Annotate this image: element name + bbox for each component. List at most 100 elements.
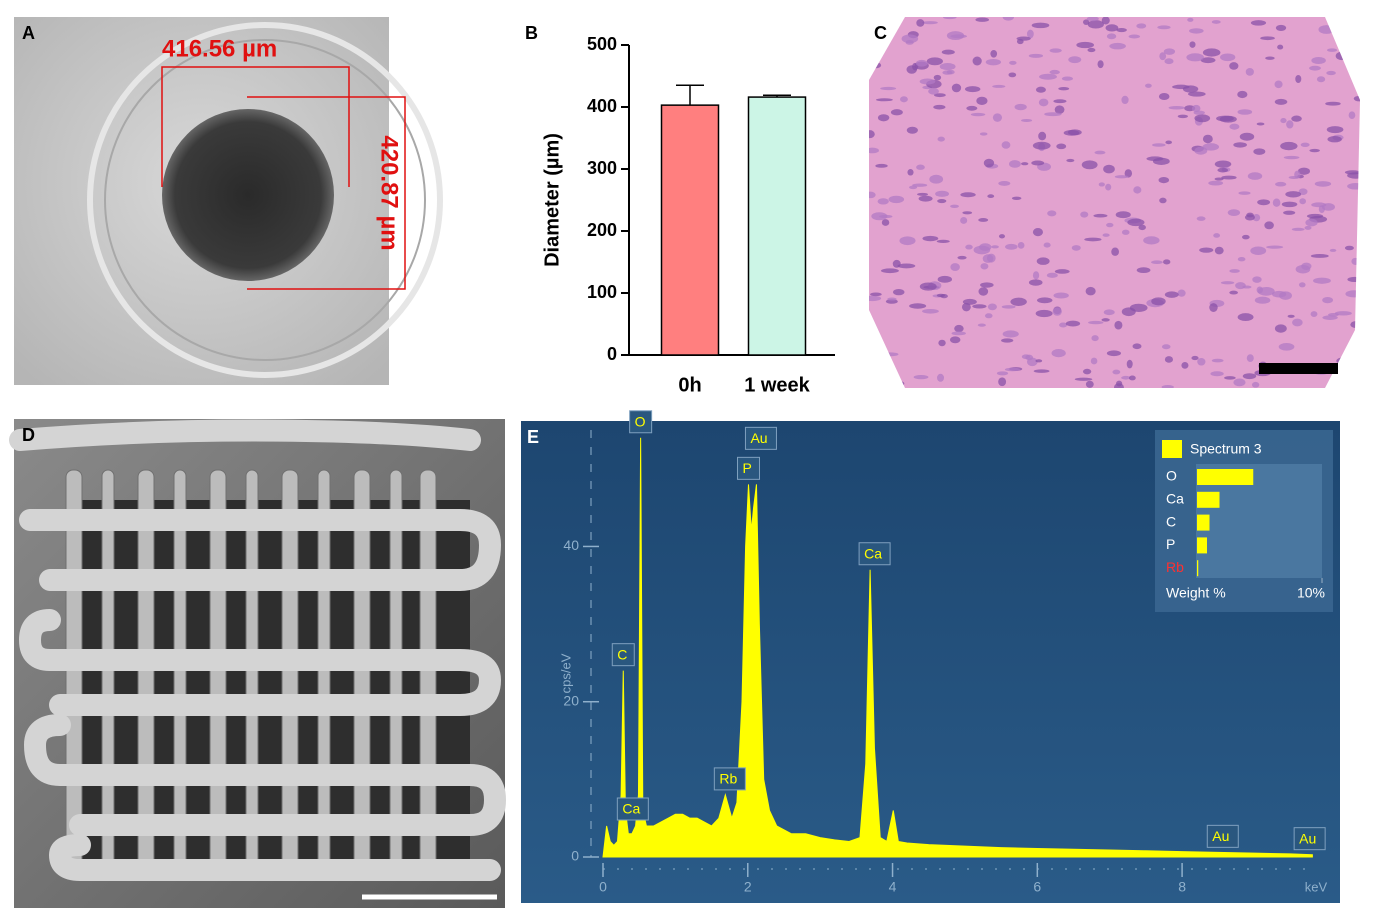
nucleus — [1247, 172, 1263, 180]
nucleus — [1150, 260, 1163, 264]
nucleus — [1280, 141, 1298, 151]
nucleus — [1004, 367, 1020, 372]
panel-label: A — [22, 23, 35, 43]
nucleus — [950, 34, 968, 39]
nucleus — [998, 180, 1011, 186]
height-label: 420.87 µm — [376, 135, 403, 250]
panel-label: C — [874, 23, 887, 43]
nucleus — [1237, 257, 1246, 262]
nucleus — [916, 19, 925, 27]
nucleus — [1074, 377, 1093, 381]
nucleus — [871, 62, 882, 69]
nucleus — [1295, 74, 1302, 84]
nucleus — [933, 74, 942, 81]
scale-label: 50 µm — [448, 359, 476, 370]
nucleus — [990, 49, 998, 58]
y-tick-label: 20 — [563, 692, 579, 708]
nucleus — [1306, 213, 1324, 219]
nucleus — [1163, 259, 1171, 265]
nucleus — [1309, 65, 1321, 71]
nucleus — [980, 263, 989, 270]
nucleus — [892, 259, 901, 268]
nucleus — [1127, 218, 1145, 227]
nucleus — [1256, 122, 1265, 126]
legend-title: Spectrum 3 — [1190, 441, 1262, 457]
nucleus — [1053, 292, 1069, 299]
peak-box — [858, 542, 891, 566]
nucleus — [982, 254, 994, 263]
nucleus — [1164, 356, 1173, 363]
nucleus — [1181, 362, 1189, 369]
nucleus — [887, 297, 897, 301]
nucleus — [1214, 177, 1224, 181]
nucleus — [937, 136, 945, 142]
nucleus — [1087, 20, 1104, 29]
nucleus — [1275, 181, 1287, 187]
nucleus — [964, 86, 981, 93]
peak-label: C — [617, 646, 627, 662]
nucleus — [919, 282, 937, 291]
nucleus — [1111, 247, 1120, 256]
nucleus — [1252, 276, 1262, 283]
nucleus — [936, 293, 946, 298]
nucleus — [1101, 17, 1110, 25]
nucleus — [987, 303, 997, 311]
nucleus — [1036, 257, 1050, 265]
nucleus — [1152, 143, 1166, 147]
nucleus — [1214, 246, 1224, 255]
nucleus — [899, 236, 916, 246]
nucleus — [1071, 245, 1081, 251]
nucleus — [960, 217, 968, 224]
nucleus — [1343, 26, 1360, 35]
nucleus — [985, 59, 1002, 66]
nucleus — [1250, 246, 1267, 255]
nucleus — [1065, 320, 1081, 327]
nucleus — [1347, 183, 1360, 190]
nucleus — [1334, 311, 1352, 316]
nucleus — [1038, 131, 1047, 141]
nucleus — [1348, 111, 1356, 120]
nucleus — [1347, 276, 1360, 283]
nucleus — [1061, 76, 1074, 81]
inset-axis-label: Weight % — [1166, 585, 1226, 601]
nucleus — [1224, 376, 1236, 380]
nucleus — [1106, 222, 1114, 228]
nucleus — [951, 331, 966, 336]
nucleus — [1086, 17, 1099, 22]
nucleus — [890, 109, 903, 116]
nucleus — [893, 288, 905, 296]
nucleus — [1002, 330, 1019, 338]
nucleus — [875, 163, 888, 168]
nucleus — [1313, 277, 1331, 284]
nucleus — [1309, 148, 1320, 153]
nucleus — [898, 381, 905, 386]
nucleus — [1186, 53, 1205, 62]
nucleus — [1168, 106, 1185, 110]
nucleus — [1288, 175, 1300, 179]
nucleus — [1038, 98, 1049, 107]
nucleus — [1049, 48, 1062, 53]
nucleus — [1105, 24, 1119, 32]
nucleus — [1220, 281, 1235, 285]
nucleus — [1114, 320, 1123, 330]
legend-swatch — [1162, 440, 1182, 458]
nucleus — [1106, 33, 1117, 40]
nucleus — [1028, 279, 1043, 286]
error-bar — [763, 94, 791, 98]
nucleus — [1121, 375, 1131, 380]
nucleus — [1177, 289, 1186, 297]
y-tick-label: 40 — [563, 537, 579, 553]
nucleus — [1235, 282, 1246, 290]
nucleus — [1124, 169, 1133, 178]
nucleus — [1011, 196, 1022, 200]
nucleus — [877, 114, 890, 122]
nucleus — [869, 191, 876, 199]
nucleus — [1039, 73, 1057, 80]
nucleus — [1001, 338, 1014, 343]
nucleus — [1344, 170, 1360, 175]
nucleus — [1265, 56, 1275, 60]
nucleus — [1133, 186, 1142, 194]
nucleus — [978, 287, 989, 296]
nucleus — [1161, 344, 1171, 350]
